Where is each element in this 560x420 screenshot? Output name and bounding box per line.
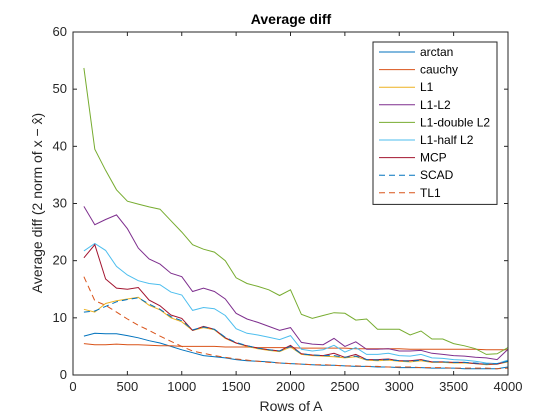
y-axis-title: Average diff (2 norm of x − x̂) xyxy=(29,113,45,293)
y-tick-label: 10 xyxy=(53,310,67,325)
y-tick-label: 50 xyxy=(53,81,67,96)
legend-label: MCP xyxy=(420,151,447,165)
legend-label: L1-L2 xyxy=(420,98,451,112)
x-tick-label: 0 xyxy=(69,379,76,394)
x-tick-label: 3500 xyxy=(439,379,468,394)
legend-label: L1-half L2 xyxy=(420,133,474,147)
y-tick-label: 40 xyxy=(53,138,67,153)
x-tick-label: 4000 xyxy=(494,379,523,394)
y-tick-label: 0 xyxy=(60,367,67,382)
legend-label: L1 xyxy=(420,80,434,94)
legend-label: cauchy xyxy=(420,63,458,77)
legend: arctan cauchy L1 L1-L2 L1-double L2 L1-half L… xyxy=(373,42,497,204)
x-axis-title: Rows of A xyxy=(259,398,323,414)
x-tick-label: 2500 xyxy=(330,379,359,394)
legend-label: L1-double L2 xyxy=(420,115,490,129)
x-tick-label: 2000 xyxy=(276,379,305,394)
x-tick-label: 1000 xyxy=(167,379,196,394)
chart-title: Average diff xyxy=(251,11,332,27)
y-tick-label: 30 xyxy=(53,196,67,211)
x-tick-label: 3000 xyxy=(385,379,414,394)
x-tick-label: 1500 xyxy=(222,379,251,394)
x-tick-label: 500 xyxy=(117,379,139,394)
legend-label: arctan xyxy=(420,45,453,59)
y-tick-label: 20 xyxy=(53,253,67,268)
legend-label: SCAD xyxy=(420,168,454,182)
legend-label: TL1 xyxy=(420,186,441,200)
y-tick-label: 60 xyxy=(53,24,67,39)
